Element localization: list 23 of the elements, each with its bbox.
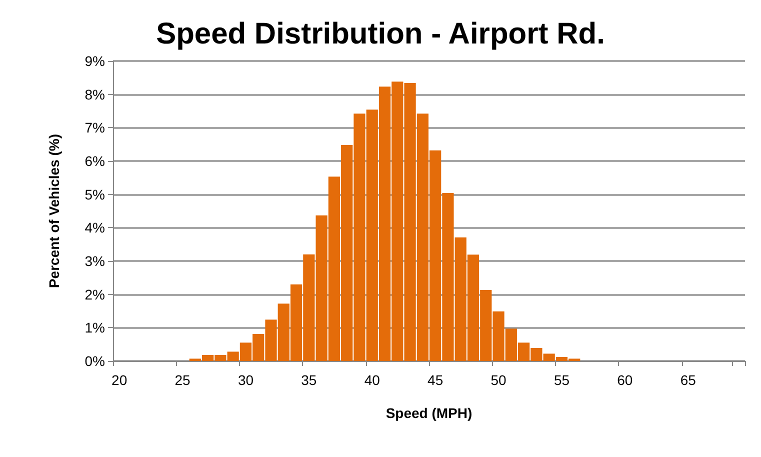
y-tick-label: 7% xyxy=(84,120,105,136)
x-tick-label: 55 xyxy=(554,372,570,388)
y-tick-label: 4% xyxy=(84,220,105,236)
x-axis-title: Speed (MPH) xyxy=(386,405,472,421)
y-tick-label: 9% xyxy=(84,53,105,69)
y-tick-label: 2% xyxy=(84,286,105,302)
x-tick-label: 35 xyxy=(301,372,317,388)
y-tick-label: 8% xyxy=(84,86,105,102)
chart-title: Speed Distribution - Airport Rd. xyxy=(156,18,605,50)
y-tick-label: 0% xyxy=(84,353,105,369)
y-axis-title: Percent of Vehicles (%) xyxy=(46,134,62,288)
y-tick-label: 1% xyxy=(84,320,105,336)
x-tick-label: 50 xyxy=(490,372,507,388)
x-tick-label: 20 xyxy=(112,372,128,388)
y-tick-label: 3% xyxy=(84,253,105,269)
x-tick-label: 65 xyxy=(680,372,696,388)
x-tick-label: 40 xyxy=(364,372,380,388)
x-tick-label: 25 xyxy=(174,372,191,388)
y-tick-label: 6% xyxy=(84,153,105,169)
y-tick-label: 5% xyxy=(84,186,105,202)
x-tick-label: 45 xyxy=(428,372,444,388)
x-tick-label: 30 xyxy=(238,372,254,388)
x-tick-label: 60 xyxy=(617,372,633,388)
